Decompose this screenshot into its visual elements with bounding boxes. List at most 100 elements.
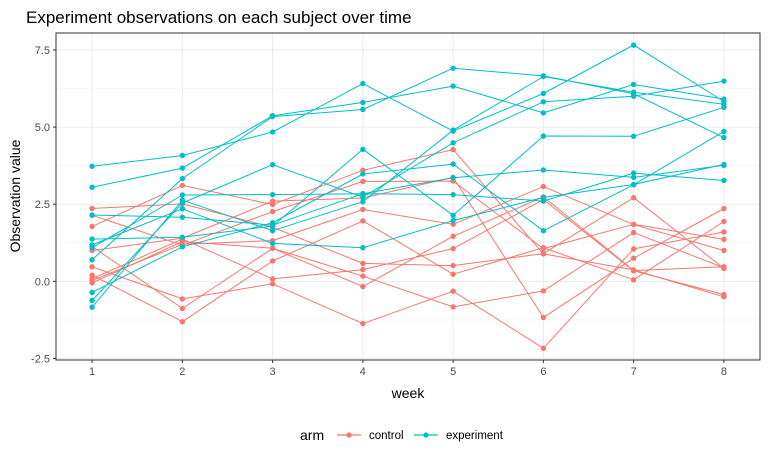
chart-title: Experiment observations on each subject …	[26, 8, 412, 27]
series-line-control	[92, 176, 725, 318]
data-point-control	[360, 273, 366, 279]
x-tick-label: 8	[721, 366, 727, 378]
data-point-experiment	[540, 110, 547, 116]
y-tick-label: -2.5	[31, 353, 50, 365]
data-point-experiment	[450, 191, 456, 198]
series-line-control	[91, 180, 724, 250]
data-point-control	[630, 195, 637, 201]
data-point-experiment	[89, 257, 95, 263]
data-point-experiment	[721, 128, 727, 135]
legend-title: arm	[300, 427, 324, 443]
data-point-experiment	[269, 240, 276, 247]
series-line-control	[91, 186, 725, 281]
data-point-experiment	[450, 161, 456, 167]
data-point-experiment	[630, 81, 637, 88]
data-point-control	[179, 305, 186, 312]
data-point-control	[450, 146, 456, 153]
data-point-experiment	[450, 128, 456, 134]
data-point-control	[540, 245, 547, 252]
x-tick-label: 5	[450, 366, 456, 378]
plot-panel	[55, 32, 761, 361]
data-point-experiment	[721, 177, 727, 184]
data-point-control	[450, 233, 456, 239]
data-point-experiment	[450, 83, 456, 89]
data-point-control	[721, 291, 727, 298]
data-point-experiment	[721, 98, 727, 105]
data-point-experiment	[450, 217, 456, 224]
data-point-control	[721, 265, 727, 272]
data-point-control	[89, 223, 95, 230]
data-point-control	[360, 283, 366, 290]
data-point-experiment	[630, 91, 637, 97]
data-point-control	[360, 178, 366, 185]
data-point-control	[630, 229, 637, 236]
data-point-control	[360, 266, 366, 273]
data-point-control	[360, 206, 366, 213]
data-point-control	[540, 288, 547, 294]
data-point-experiment	[630, 174, 637, 181]
x-tick-label: 4	[360, 366, 366, 378]
data-point-control	[89, 275, 95, 282]
data-point-experiment	[360, 80, 366, 87]
legend-item-control: control	[337, 430, 404, 442]
data-point-experiment	[540, 73, 547, 79]
data-point-control	[360, 218, 366, 224]
data-point-experiment	[89, 236, 95, 242]
data-point-experiment	[630, 170, 637, 176]
data-point-experiment	[360, 191, 366, 197]
data-point-control	[89, 205, 95, 212]
series-points	[89, 42, 727, 351]
series-line-control	[91, 220, 725, 323]
data-point-experiment	[179, 200, 186, 206]
series-line-control	[91, 199, 725, 296]
data-point-control	[721, 218, 727, 225]
data-point-experiment	[360, 171, 366, 177]
y-tick-label: 5.0	[35, 122, 50, 134]
x-tick-label: 2	[179, 366, 185, 378]
x-axis: 1 2 3 4 5 6 7 8	[89, 360, 727, 378]
series-line-experiment	[92, 106, 725, 240]
data-point-control	[630, 246, 637, 252]
data-point-control	[269, 245, 276, 252]
data-point-control	[179, 296, 186, 302]
series-line-experiment	[91, 163, 725, 249]
data-point-experiment	[269, 162, 276, 168]
data-point-experiment	[269, 191, 276, 198]
data-point-control	[450, 304, 456, 310]
legend-label-control: control	[369, 430, 404, 442]
data-point-experiment	[721, 134, 727, 141]
x-tick-label: 3	[270, 366, 276, 378]
y-tick-label: 2.5	[35, 199, 50, 211]
data-point-control	[269, 258, 276, 264]
data-point-experiment	[630, 133, 637, 140]
data-point-control	[450, 245, 456, 252]
legend: arm control experiment	[300, 427, 504, 443]
y-tick-label: 7.5	[35, 45, 50, 57]
series-line-experiment	[92, 164, 724, 226]
data-point-experiment	[540, 194, 547, 201]
data-point-experiment	[450, 212, 456, 219]
data-point-control	[540, 314, 547, 321]
data-point-experiment	[89, 289, 95, 296]
data-point-experiment	[721, 161, 727, 168]
data-point-experiment	[721, 78, 727, 84]
data-point-experiment	[269, 228, 276, 234]
data-point-control	[450, 221, 456, 227]
data-point-control	[360, 260, 366, 267]
data-point-control	[721, 247, 727, 254]
data-point-experiment	[450, 174, 456, 181]
data-point-experiment	[89, 245, 95, 251]
data-point-control	[360, 320, 366, 327]
data-point-control	[630, 268, 637, 274]
series-line-experiment	[92, 44, 725, 167]
data-point-control	[450, 271, 456, 277]
data-point-control	[540, 251, 547, 257]
data-point-control	[89, 264, 95, 270]
data-point-control	[179, 319, 186, 325]
data-point-experiment	[89, 297, 95, 304]
data-point-control	[721, 236, 727, 243]
data-point-experiment	[630, 42, 637, 48]
legend-item-experiment: experiment	[414, 430, 504, 442]
data-point-control	[540, 183, 547, 190]
data-point-experiment	[540, 99, 547, 105]
